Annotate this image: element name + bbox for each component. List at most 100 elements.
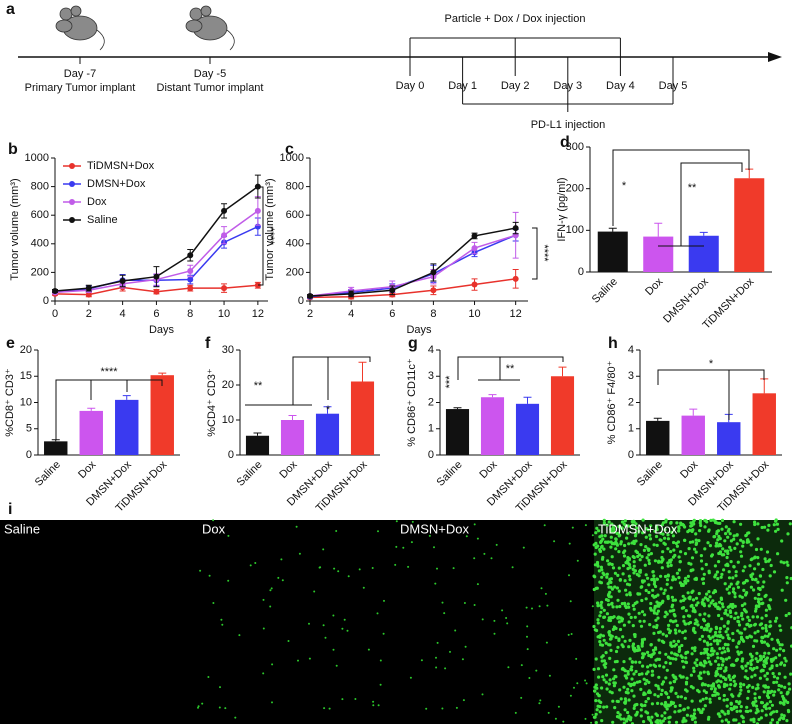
fluorescent-spot <box>788 522 792 526</box>
fluorescent-spot <box>640 656 645 660</box>
fluorescent-spot <box>593 685 597 689</box>
significance-bracket <box>680 162 743 246</box>
fluorescent-spot <box>744 534 748 538</box>
fluorescent-spot <box>640 598 644 603</box>
fluorescent-spot <box>604 673 609 677</box>
fluorescent-spot <box>598 640 602 644</box>
fluorescent-spot <box>739 522 743 526</box>
fluorescent-spot <box>641 518 645 522</box>
fluorescent-spot <box>568 542 571 545</box>
fluorescent-spot <box>654 594 658 599</box>
fluorescent-spot <box>571 526 574 529</box>
fluorescent-spot <box>655 577 660 581</box>
fluorescent-spot <box>623 579 627 583</box>
series-line <box>309 234 516 297</box>
fluorescent-spot <box>520 696 523 699</box>
fluorescent-spot <box>607 616 611 620</box>
fluorescent-spot <box>709 687 714 691</box>
fluorescent-spot <box>661 550 665 554</box>
fluorescent-spot <box>743 675 747 679</box>
fluorescent-spot <box>609 595 613 599</box>
y-tick-label: 1000 <box>25 152 49 164</box>
fluorescent-spot <box>737 620 741 624</box>
fluorescent-spot <box>621 645 625 649</box>
fluorescent-spot <box>601 634 606 638</box>
fluorescent-spot <box>507 666 510 669</box>
fluorescent-spot <box>772 693 776 697</box>
fluorescent-spot <box>718 626 723 631</box>
fluorescent-spot <box>775 522 780 526</box>
fluorescent-spot <box>425 707 428 710</box>
fluorescent-spot <box>739 688 743 692</box>
fluorescent-spot <box>546 604 549 607</box>
fluorescent-spot <box>691 606 696 610</box>
fluorescent-spot <box>678 703 682 708</box>
fluorescent-spot <box>746 622 750 626</box>
fluorescent-spot <box>335 530 338 532</box>
day-label: Day 4 <box>606 80 635 92</box>
fluorescent-spot <box>692 669 696 674</box>
fluorescent-spot <box>671 657 675 661</box>
fluorescent-spot <box>464 645 467 648</box>
fluorescent-spot <box>653 580 657 584</box>
fluorescent-spot <box>709 642 713 646</box>
fluorescent-spot <box>737 701 741 706</box>
fluorescent-spot <box>711 599 715 603</box>
bar <box>688 235 719 272</box>
fluorescent-spot <box>754 547 759 552</box>
fluorescent-spot <box>614 537 618 541</box>
fluorescent-spot <box>625 676 629 680</box>
fluorescent-spot <box>641 531 645 535</box>
fluorescent-spot <box>746 531 750 535</box>
fluorescent-spot <box>604 662 608 666</box>
fluorescent-spot <box>775 663 779 668</box>
fluorescent-spot <box>576 559 579 562</box>
fluorescent-spot <box>679 550 683 554</box>
fluorescent-spot <box>526 635 528 638</box>
panel-label: h <box>608 335 618 352</box>
fluorescent-spot <box>675 571 680 575</box>
fluorescent-spot <box>761 636 765 640</box>
fluorescent-spot <box>743 565 747 569</box>
fluorescent-spot <box>660 566 664 570</box>
fluorescent-spot <box>609 634 613 638</box>
y-tick-label: 300 <box>566 141 584 153</box>
fluorescent-spot <box>693 646 697 650</box>
fluorescent-spot <box>613 571 618 575</box>
fluorescent-spot <box>674 657 678 661</box>
fluorescent-spot <box>731 576 735 580</box>
fluorescent-spot <box>760 602 764 606</box>
fluorescent-spot <box>434 582 437 585</box>
fluorescent-spot <box>659 692 663 697</box>
y-tick-label: 1000 <box>280 152 304 164</box>
fluorescent-spot <box>695 620 699 624</box>
fluorescent-spot <box>744 664 748 668</box>
fluorescent-spot <box>322 548 325 551</box>
fluorescent-spot <box>691 598 696 602</box>
fluorescent-spot <box>728 532 732 536</box>
fluorescent-spot <box>749 709 753 713</box>
fluorescent-spot <box>593 689 597 693</box>
fluorescent-spot <box>729 560 733 564</box>
fluorescent-spot <box>660 702 664 706</box>
fluorescent-spot <box>656 721 660 724</box>
fluorescent-spot <box>660 688 664 693</box>
fluorescent-spot <box>709 518 713 523</box>
fluorescent-spot <box>672 675 676 679</box>
fluorescent-spot <box>658 664 662 668</box>
fluorescent-spot <box>673 614 677 618</box>
fluorescent-spot <box>757 604 761 609</box>
fluorescent-spot <box>631 523 635 527</box>
fluorescent-spot <box>713 535 717 539</box>
fluorescent-spot <box>545 641 548 644</box>
fluorescent-spot <box>666 547 670 551</box>
fluorescent-spot <box>672 639 676 643</box>
fluorescent-spot <box>780 588 784 592</box>
fluorescent-spot <box>753 673 757 677</box>
fluorescence-image <box>592 518 792 724</box>
fluorescent-spot <box>627 714 631 718</box>
fluorescent-spot <box>627 542 631 546</box>
fluorescent-spot <box>604 641 608 645</box>
fluorescent-spot <box>641 664 645 668</box>
error-bar <box>699 231 708 236</box>
